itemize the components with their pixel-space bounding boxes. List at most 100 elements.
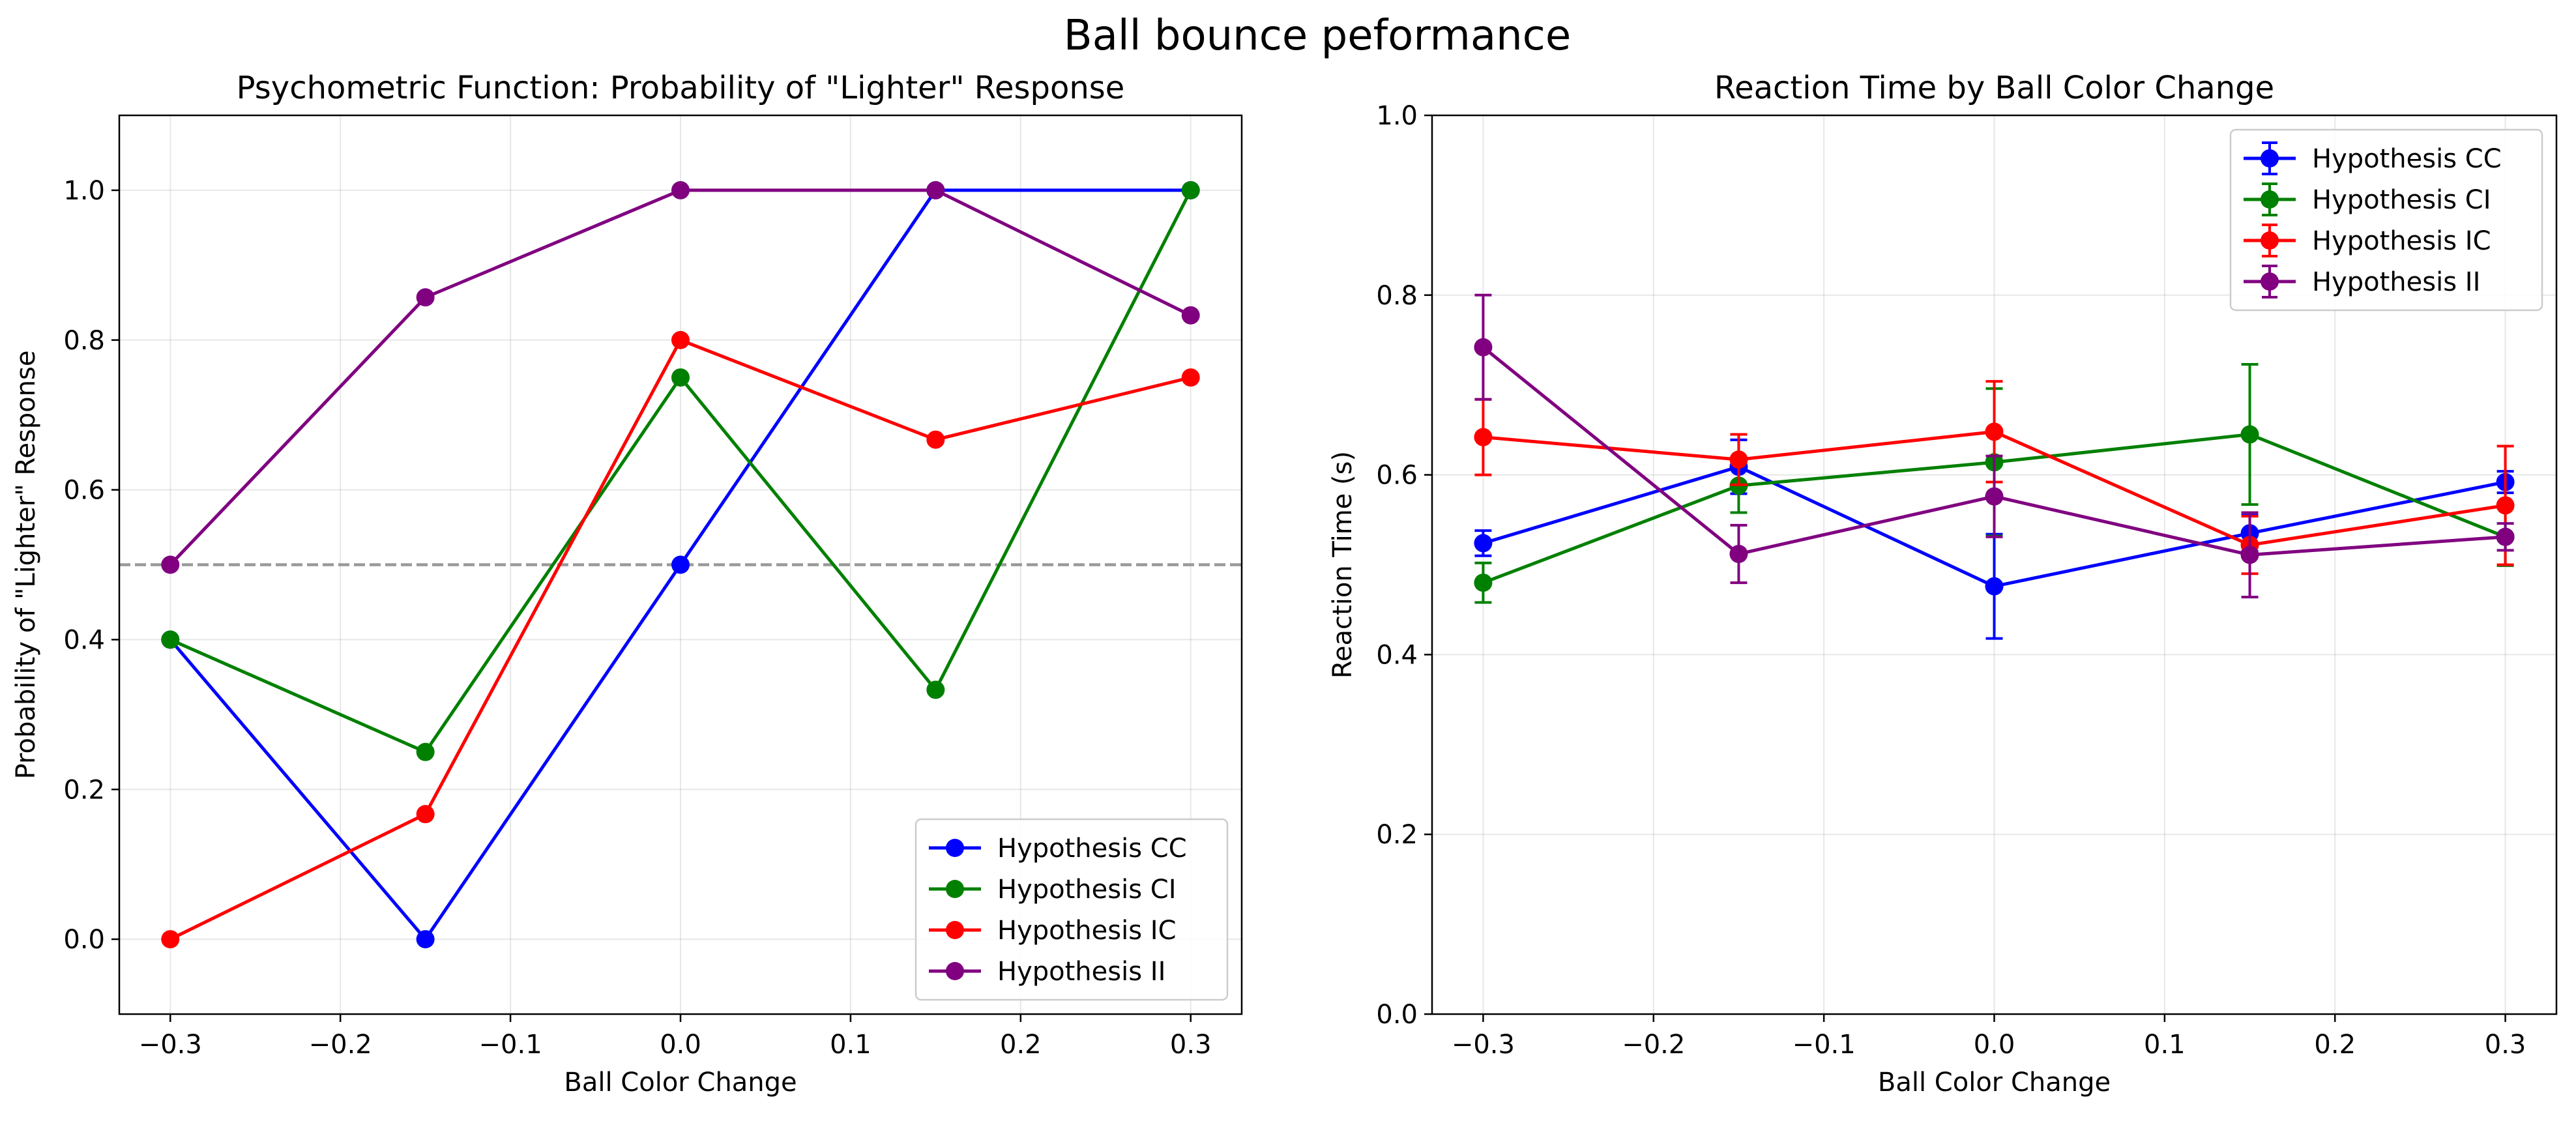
legend-item: Hypothesis II — [2244, 265, 2480, 298]
y-tick-label: 1.0 — [1376, 101, 1418, 131]
data-point — [926, 430, 945, 449]
legend-box — [2229, 128, 2543, 312]
y-tick-label: 0.8 — [1376, 281, 1418, 311]
data-point — [2496, 496, 2515, 515]
legend-label: Hypothesis CC — [997, 834, 1187, 864]
legend-swatch-marker — [2261, 272, 2279, 291]
series-hypothesis-ii — [161, 181, 1200, 574]
data-point — [1474, 338, 1493, 357]
x-tick-label: 0.3 — [1170, 1030, 1212, 1060]
chart-panel-1: −0.3 −0.2 −0.1 0.0 0.1 0.2 0.3 0.0 0.2 0.4 0.6 0.8 1… — [11, 70, 1243, 1098]
legend-swatch-marker — [2261, 190, 2279, 209]
legend-label: Hypothesis II — [997, 957, 1165, 987]
y-tick-label: 0.8 — [63, 326, 105, 356]
legend-item: Hypothesis CI — [929, 875, 1177, 905]
data-point — [1474, 428, 1493, 446]
data-point — [1985, 422, 2004, 441]
data-point — [2240, 425, 2259, 444]
x-tick-label: 0.1 — [830, 1030, 871, 1060]
legend-label: Hypothesis II — [2312, 267, 2480, 297]
data-point — [161, 555, 180, 574]
legend-swatch-marker — [946, 839, 964, 857]
legend-label: Hypothesis CI — [997, 875, 1177, 905]
x-tick-label: 0.2 — [2314, 1030, 2356, 1060]
figure-title: Ball bounce peformance — [1064, 12, 1571, 60]
data-point — [161, 930, 180, 949]
legend-label: Hypothesis CC — [2312, 144, 2502, 174]
chart-title: Psychometric Function: Probability of "L… — [237, 70, 1125, 106]
y-axis-label: Reaction Time (s) — [1328, 451, 1358, 678]
y-tick-label: 0.6 — [63, 476, 105, 506]
series-hypothesis-ii — [1474, 293, 2515, 599]
x-tick-label: −0.2 — [309, 1030, 372, 1060]
y-tick-label: 0.6 — [1376, 461, 1418, 491]
x-tick-label: −0.3 — [139, 1030, 202, 1060]
x-tick-label: −0.1 — [1793, 1030, 1856, 1060]
y-tick-label: 1.0 — [63, 176, 105, 206]
data-point — [1985, 577, 2004, 596]
x-tick-label: 0.2 — [1000, 1030, 1042, 1060]
legend-swatch-marker — [2261, 231, 2279, 250]
y-axis-label: Probability of "Lighter" Response — [11, 351, 41, 779]
data-point — [671, 555, 690, 574]
data-point — [416, 742, 435, 761]
y-tick-label: 0.2 — [1376, 820, 1418, 850]
legend-item: Hypothesis IC — [929, 916, 1177, 946]
legend-item: Hypothesis CC — [929, 834, 1187, 864]
series-hypothesis-ic — [161, 330, 1200, 949]
data-point — [1181, 368, 1200, 387]
legend: Hypothesis CC Hypothesis CI Hypothesis IC H… — [2229, 128, 2543, 312]
legend-swatch-marker — [946, 962, 964, 980]
chart-panel-2: −0.3 −0.2 −0.1 0.0 0.1 0.2 0.3 0.0 0.2 0.4 0.6 0.8 1… — [1328, 70, 2558, 1098]
data-point — [1181, 306, 1200, 325]
legend-swatch-marker — [946, 880, 964, 898]
data-point — [416, 288, 435, 307]
data-point — [671, 368, 690, 387]
legend-swatch-marker — [946, 921, 964, 939]
data-point — [161, 630, 180, 649]
data-point — [671, 181, 690, 199]
data-point — [926, 181, 945, 199]
x-tick-label: −0.3 — [1452, 1030, 1515, 1060]
legend-item: Hypothesis CC — [2244, 141, 2502, 175]
y-tick-label: 0.4 — [1376, 640, 1418, 670]
data-point — [1985, 487, 2004, 506]
chart-title: Reaction Time by Ball Color Change — [1714, 70, 2274, 106]
legend-swatch-marker — [2261, 149, 2279, 167]
data-point — [2496, 527, 2515, 546]
series-hypothesis-ci — [161, 181, 1200, 761]
data-point — [1474, 534, 1493, 553]
data-point — [926, 680, 945, 699]
x-axis-label: Ball Color Change — [1878, 1068, 2111, 1098]
data-point — [416, 805, 435, 824]
legend-label: Hypothesis IC — [2312, 226, 2491, 256]
x-tick-label: 0.3 — [2485, 1030, 2526, 1060]
x-tick-label: −0.1 — [479, 1030, 542, 1060]
data-point — [1729, 450, 1748, 469]
y-tick-label: 0.4 — [63, 625, 105, 655]
y-tick-label: 0.0 — [63, 925, 105, 955]
data-point — [2240, 546, 2259, 564]
data-point — [671, 330, 690, 349]
data-point — [1474, 574, 1493, 592]
legend-item: Hypothesis CI — [2244, 182, 2491, 216]
legend-item: Hypothesis IC — [2244, 224, 2491, 257]
legend: Hypothesis CC Hypothesis CI Hypothesis IC H… — [915, 818, 1229, 1001]
x-axis-label: Ball Color Change — [564, 1068, 797, 1098]
legend-item: Hypothesis II — [929, 957, 1165, 987]
x-tick-label: 0.0 — [1974, 1030, 2015, 1060]
data-point — [416, 930, 435, 949]
x-tick-label: 0.1 — [2144, 1030, 2186, 1060]
y-tick-label: 0.2 — [63, 775, 105, 805]
legend-label: Hypothesis CI — [2312, 185, 2491, 215]
data-point — [1729, 544, 1748, 563]
x-tick-label: −0.2 — [1622, 1030, 1685, 1060]
series-hypothesis-cc — [1474, 438, 2515, 640]
data-point — [1181, 181, 1200, 199]
y-tick-label: 0.0 — [1376, 1000, 1418, 1030]
legend-label: Hypothesis IC — [997, 916, 1177, 946]
legend-box — [915, 818, 1229, 1001]
x-tick-label: 0.0 — [660, 1030, 701, 1060]
